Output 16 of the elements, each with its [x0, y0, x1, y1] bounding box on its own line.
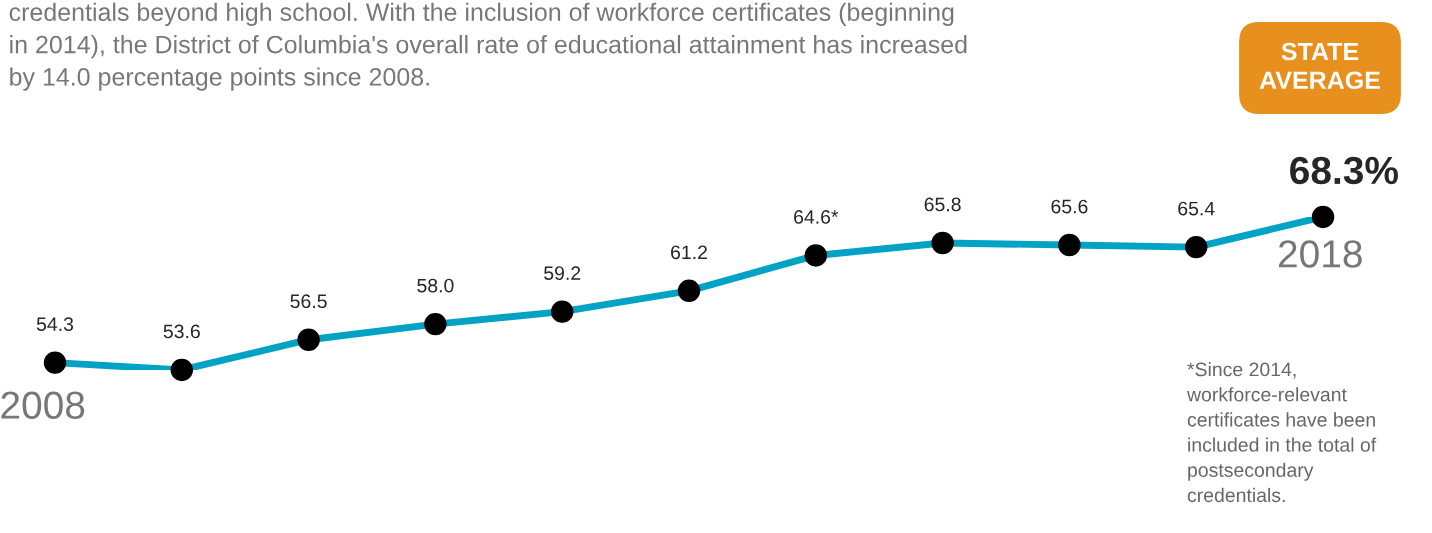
data-label: 59.2: [544, 266, 581, 281]
x-tick-label: 2008: [1, 391, 85, 419]
data-label: 68.3%: [1290, 156, 1398, 185]
chart-subtitle: credentials beyond high school. With the inclusion of workforce certificates (beginning in 2014), the District of Columbia's overall rate of educational attainment has increased by 14.0 percentage points since 2008.: [9, 2, 967, 91]
data-label: 54.3: [36, 317, 74, 331]
data-label: 65.6: [1051, 199, 1088, 214]
data-label: 61.2: [671, 245, 707, 260]
text: STATE AVERAGE: [1259, 42, 1380, 90]
data-label: 65.8: [924, 197, 961, 212]
annotation: *Since 2014, workforce-relevant certificates have been included in the total of postsecondary credentials.: [1186, 362, 1377, 503]
data-label: 64.6*: [794, 210, 839, 224]
data-label: 53.6: [163, 324, 200, 339]
data-label: 56.5: [290, 294, 327, 309]
data-label: 65.4: [1178, 201, 1215, 216]
x-tick-label: 2018: [1278, 240, 1362, 268]
data-label: 58.0: [417, 278, 454, 293]
